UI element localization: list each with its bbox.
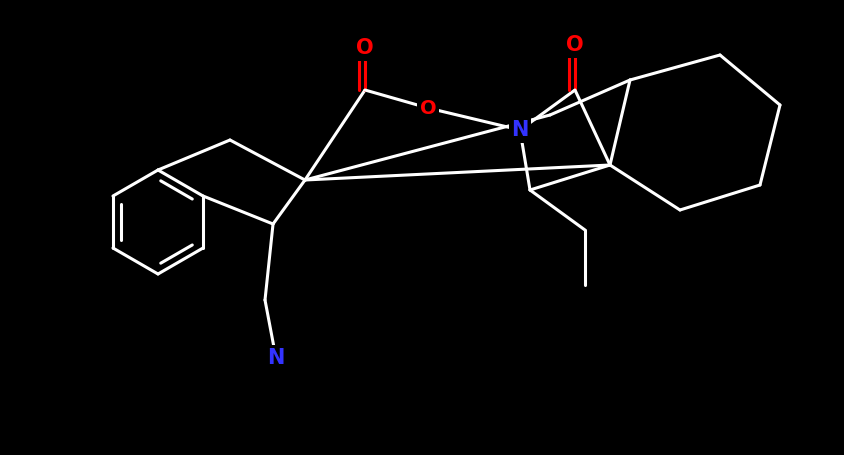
Text: O: O — [356, 38, 374, 58]
Text: O: O — [419, 98, 436, 117]
Text: N: N — [511, 120, 528, 140]
Text: N: N — [268, 348, 284, 368]
Text: O: O — [566, 35, 584, 55]
